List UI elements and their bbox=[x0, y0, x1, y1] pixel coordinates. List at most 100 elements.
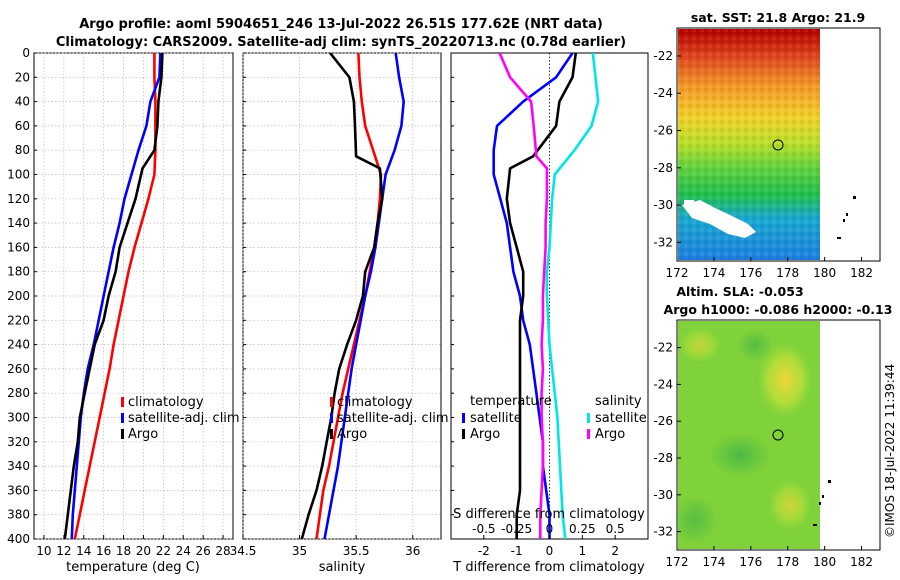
legend-label-sal-argo: Argo bbox=[595, 427, 625, 442]
depth-tick-label: 320 bbox=[7, 435, 30, 449]
map-y-tick-label: -28 bbox=[653, 451, 673, 465]
x-tick-label: 10 bbox=[36, 544, 51, 558]
sla-low-anomaly bbox=[673, 496, 717, 544]
legend-swatch-sal-argo bbox=[587, 429, 590, 439]
difference-xlabel: T difference from climatology bbox=[452, 560, 645, 575]
legend-swatch-temp-satellite bbox=[462, 413, 465, 423]
x-tick-label: 26 bbox=[196, 544, 211, 558]
sst-map-ticks: 172 174 176 178 180 182 -22 -24 -26 -28 -30 -32 bbox=[653, 49, 873, 280]
depth-tick-label: 260 bbox=[7, 362, 30, 376]
sst-map-panel: sat. SST: 21.8 Argo: 21.9 172 174 176 178 18… bbox=[653, 10, 881, 280]
map-x-tick-label: 172 bbox=[666, 555, 689, 569]
map-y-tick-label: -32 bbox=[653, 235, 673, 249]
map-x-tick-label: 180 bbox=[813, 555, 836, 569]
sst-map-title: sat. SST: 21.8 Argo: 21.9 bbox=[691, 10, 865, 25]
x-tick-label: 2 bbox=[611, 544, 619, 558]
x-tick-label: 0 bbox=[546, 544, 554, 558]
series-line-satellite-adj-clim bbox=[323, 53, 406, 539]
temperature-panel: 10 12 14 16 18 20 22 24 26 28 temperature (deg C)… bbox=[33, 52, 240, 575]
legend-swatch-climatology bbox=[330, 397, 333, 407]
sst-texture bbox=[678, 29, 820, 260]
sla-low-anomaly bbox=[710, 433, 770, 477]
legend-label-climatology: climatology bbox=[128, 395, 204, 410]
depth-tick-label: 340 bbox=[7, 459, 30, 473]
legend-swatch-temp-argo bbox=[462, 429, 465, 439]
legend-label-sal-satellite: satellite bbox=[595, 411, 647, 426]
imos-timestamp: ©IMOS 18-Jul-2022 11:39:44 bbox=[883, 364, 897, 538]
map-x-tick-label: 182 bbox=[850, 555, 873, 569]
map-x-tick-label: 172 bbox=[666, 266, 689, 280]
x-tick-label-top: 0.5 bbox=[606, 522, 625, 536]
legend-swatch-climatology bbox=[121, 397, 124, 407]
x-tick-label: 34.5 bbox=[230, 544, 257, 558]
x-tick-label: 12 bbox=[56, 544, 71, 558]
sla-high-anomaly bbox=[757, 342, 813, 418]
depth-tick-label: 0 bbox=[22, 46, 30, 60]
map-y-tick-label: -30 bbox=[653, 198, 673, 212]
x-tick-label: 35.5 bbox=[343, 544, 370, 558]
legend-label-climatology: climatology bbox=[337, 395, 413, 410]
map-x-tick-label: 176 bbox=[739, 266, 762, 280]
map-y-tick-label: -22 bbox=[653, 49, 673, 63]
legend-label-argo: Argo bbox=[128, 427, 158, 442]
x-tick-label: 28 bbox=[215, 544, 230, 558]
x-tick-label: 16 bbox=[96, 544, 111, 558]
sla-argo-marker bbox=[772, 429, 784, 441]
map-x-tick-label: 178 bbox=[776, 266, 799, 280]
map-y-tick-label: -22 bbox=[653, 341, 673, 355]
map-y-tick-label: -32 bbox=[653, 525, 673, 539]
legend-label-temp-argo: Argo bbox=[470, 427, 500, 442]
sla-low-anomaly bbox=[737, 329, 773, 361]
x-tick-label-top: 0 bbox=[546, 522, 554, 536]
depth-axis: 0 20 40 60 80 100 120 140 160 180 200 220 240 260 280 3… bbox=[7, 46, 454, 546]
sst-cloud-patch bbox=[684, 200, 694, 208]
legend-label-satellite: satellite-adj. clim bbox=[337, 411, 449, 426]
depth-tick-label: 140 bbox=[7, 216, 30, 230]
x-tick-label: -2 bbox=[478, 544, 490, 558]
sla-high-anomaly bbox=[678, 327, 722, 363]
sst-islands bbox=[837, 196, 856, 239]
depth-tick-label: 220 bbox=[7, 313, 30, 327]
salinity-lines bbox=[300, 53, 406, 539]
map-x-tick-label: 180 bbox=[813, 266, 836, 280]
map-y-tick-label: -24 bbox=[653, 377, 673, 391]
difference-lines bbox=[492, 53, 600, 539]
map-y-tick-label: -28 bbox=[653, 161, 673, 175]
depth-tick-label: 80 bbox=[15, 143, 30, 157]
x-tick-label: 20 bbox=[136, 544, 151, 558]
depth-tick-label: 40 bbox=[15, 95, 30, 109]
depth-tick-label: 120 bbox=[7, 192, 30, 206]
series-line-satellite-adj-clim bbox=[70, 53, 162, 539]
salinity-legend: climatology satellite-adj. clim Argo bbox=[330, 395, 449, 442]
legend-swatch-sal-satellite bbox=[587, 413, 590, 423]
x-tick-label-top: -0.25 bbox=[501, 522, 532, 536]
sla-islands bbox=[813, 480, 831, 526]
salinity-panel: 34.5 35 35.5 36 salinity climatology satell… bbox=[230, 52, 449, 575]
temperature-ticks: 10 12 14 16 18 20 22 24 26 28 bbox=[36, 535, 231, 558]
legend-label-argo: Argo bbox=[337, 427, 367, 442]
legend-heading-salinity: salinity bbox=[595, 394, 642, 409]
figure-title-line1: Argo profile: aoml 5904651_246 13-Jul-20… bbox=[79, 17, 603, 32]
legend-label-temp-satellite: satellite bbox=[470, 411, 522, 426]
sla-high-anomaly bbox=[768, 479, 812, 531]
map-y-tick-label: -30 bbox=[653, 488, 673, 502]
sst-argo-marker bbox=[772, 139, 784, 151]
map-y-tick-label: -26 bbox=[653, 414, 673, 428]
depth-tick-label: 280 bbox=[7, 386, 30, 400]
map-x-tick-label: 174 bbox=[702, 266, 725, 280]
x-tick-label: 22 bbox=[156, 544, 171, 558]
sla-map-title: Altim. SLA: -0.053 bbox=[676, 284, 803, 299]
temperature-grid bbox=[34, 52, 233, 540]
depth-tick-label: 160 bbox=[7, 240, 30, 254]
x-tick-label: 1 bbox=[579, 544, 587, 558]
sla-map-ticks: 172 174 176 178 180 182 -22 -24 -26 -28 -30 -32 bbox=[653, 341, 873, 569]
depth-tick-label: 60 bbox=[15, 119, 30, 133]
legend-swatch-satellite bbox=[330, 413, 333, 423]
x-tick-label: 14 bbox=[76, 544, 91, 558]
depth-tick-label: 200 bbox=[7, 289, 30, 303]
series-line-temperature-argo bbox=[505, 53, 578, 539]
depth-tick-label: 400 bbox=[7, 532, 30, 546]
depth-tick-label: 100 bbox=[7, 168, 30, 182]
x-tick-label-top: 0.25 bbox=[569, 522, 596, 536]
